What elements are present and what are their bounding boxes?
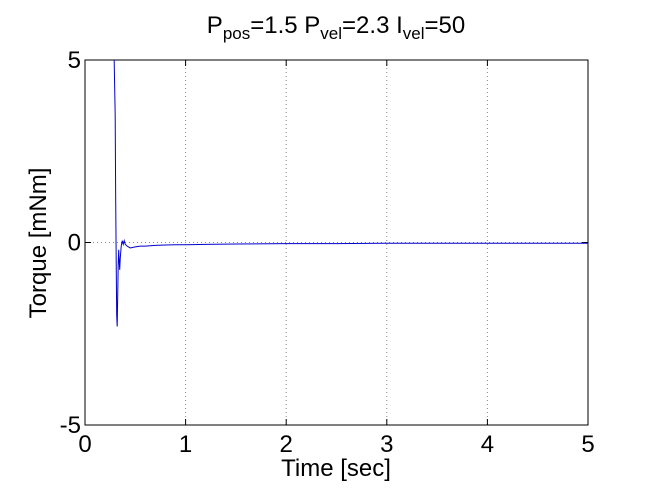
x-tick-label: 3 [380,431,393,458]
series-layer [113,59,588,327]
tick-labels: 0 1 2 3 4 5-505 [60,47,595,458]
title-part: P [207,12,223,39]
x-tick-label: 2 [280,431,293,458]
x-tick-label: 5 [581,431,594,458]
plot-area-frame [84,59,589,426]
x-tick-label: 0 [78,431,91,458]
y-tick-label: 0 [68,230,81,257]
axis-ticks [84,59,589,426]
x-tick-label: 4 [481,431,494,458]
title-part: vel [403,24,425,43]
x-axis-label: Time [sec] [281,455,391,482]
title-part: pos [223,24,250,43]
y-tick-label: 5 [68,47,81,74]
y-axis-label: Torque [mNm] [25,168,52,319]
y-tick-label: -5 [60,412,81,439]
chart-title: Ppos=1.5 Pvel=2.3 Ivel=50 [207,12,465,43]
title-part: =50 [424,12,465,39]
x-tick-label: 1 [179,431,192,458]
title-part: =2.3 I [342,12,403,39]
torque-series-line [113,59,588,327]
grid [85,60,588,425]
title-part: vel [320,24,342,43]
title-part: =1.5 P [250,12,320,39]
